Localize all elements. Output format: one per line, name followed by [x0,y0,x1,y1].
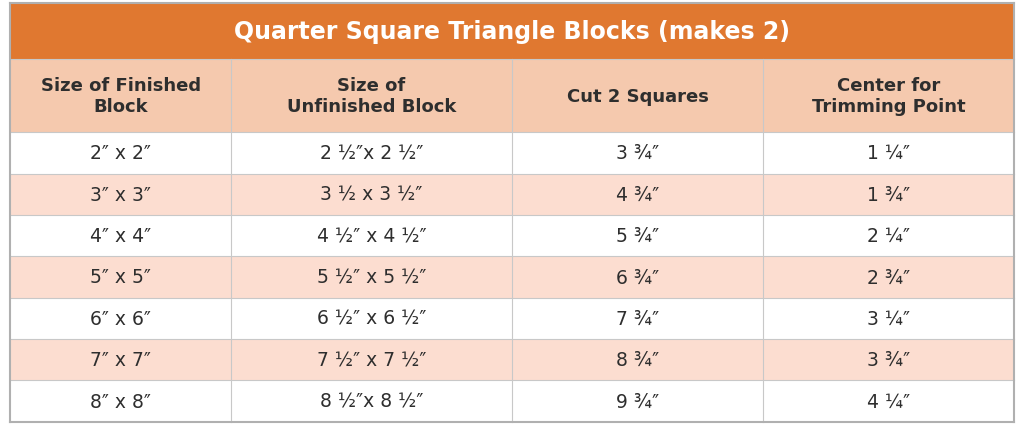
Text: 2 ½″x 2 ½″: 2 ½″x 2 ½″ [319,144,423,163]
Bar [10,256,1014,298]
Text: 6 ¾″: 6 ¾″ [615,268,659,287]
Text: 5 ¾″: 5 ¾″ [615,227,659,245]
Text: 1 ¾″: 1 ¾″ [866,185,910,204]
Bar [10,298,1014,339]
Text: 4 ¼″: 4 ¼″ [866,391,910,411]
Text: 3 ¼″: 3 ¼″ [867,309,909,328]
Text: 5″ x 5″: 5″ x 5″ [90,268,152,287]
Text: 3 ½ x 3 ½″: 3 ½ x 3 ½″ [321,185,423,204]
Text: 7″ x 7″: 7″ x 7″ [90,350,152,369]
Text: 7 ¾″: 7 ¾″ [615,309,659,328]
Text: 3 ¾″: 3 ¾″ [866,350,910,369]
Text: 7 ½″ x 7 ½″: 7 ½″ x 7 ½″ [316,350,426,369]
Text: 1 ¼″: 1 ¼″ [867,144,909,163]
Text: Cut 2 Squares: Cut 2 Squares [566,87,709,105]
Text: 8 ¾″: 8 ¾″ [615,350,659,369]
Text: 6 ½″ x 6 ½″: 6 ½″ x 6 ½″ [316,309,426,328]
Text: 2″ x 2″: 2″ x 2″ [90,144,152,163]
Bar [10,216,1014,256]
Bar [10,133,1014,174]
Bar [10,380,1014,422]
Text: 4 ½″ x 4 ½″: 4 ½″ x 4 ½″ [316,227,426,245]
Bar [10,60,1014,133]
Text: 5 ½″ x 5 ½″: 5 ½″ x 5 ½″ [316,268,426,287]
Text: 2 ¾″: 2 ¾″ [866,268,910,287]
Text: 6″ x 6″: 6″ x 6″ [90,309,152,328]
Text: Quarter Square Triangle Blocks (makes 2): Quarter Square Triangle Blocks (makes 2) [234,20,790,44]
Text: Center for
Trimming Point: Center for Trimming Point [811,77,966,116]
Text: 8 ½″x 8 ½″: 8 ½″x 8 ½″ [319,391,423,411]
Text: 3 ¾″: 3 ¾″ [615,144,659,163]
Text: 4″ x 4″: 4″ x 4″ [90,227,152,245]
Text: 4 ¾″: 4 ¾″ [615,185,659,204]
Text: Size of
Unfinished Block: Size of Unfinished Block [287,77,457,116]
Bar [10,174,1014,216]
Text: 2 ¼″: 2 ¼″ [867,227,909,245]
Text: 3″ x 3″: 3″ x 3″ [90,185,152,204]
Text: 9 ¾″: 9 ¾″ [615,391,659,411]
Bar [10,339,1014,380]
Bar [10,4,1014,60]
Text: 8″ x 8″: 8″ x 8″ [90,391,152,411]
Text: Size of Finished
Block: Size of Finished Block [41,77,201,116]
